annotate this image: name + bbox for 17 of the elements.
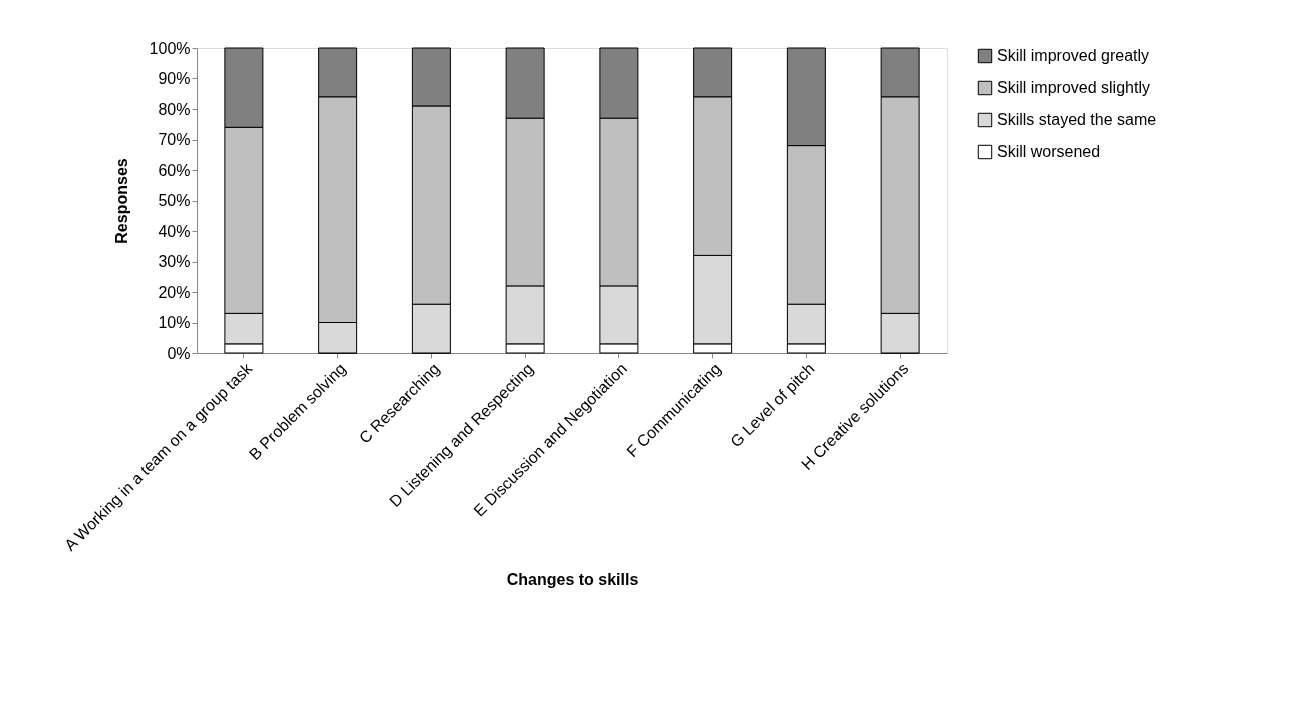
y-tick-label: 90% bbox=[158, 70, 191, 87]
legend-label: Skill improved slightly bbox=[997, 79, 1150, 96]
y-axis-title: Responses bbox=[112, 158, 130, 244]
y-tick-label: 70% bbox=[158, 131, 191, 148]
y-tick-label: 30% bbox=[158, 253, 191, 270]
x-axis-title: Changes to skills bbox=[506, 570, 639, 588]
y-tick-label: 20% bbox=[158, 283, 191, 301]
legend-label: Skill worsened bbox=[997, 143, 1101, 160]
legend-label: Skill improved greatly bbox=[997, 47, 1150, 64]
y-tick-label: 60% bbox=[158, 161, 191, 179]
y-tick-label: 10% bbox=[158, 314, 191, 331]
y-tick-label: 0% bbox=[167, 344, 191, 362]
y-tick-label: 40% bbox=[158, 222, 191, 240]
y-tick-label: 80% bbox=[158, 100, 191, 118]
y-tick-label: 50% bbox=[158, 192, 191, 209]
y-tick-label: 100% bbox=[149, 39, 191, 57]
legend-label: Skills stayed the same bbox=[997, 111, 1157, 128]
